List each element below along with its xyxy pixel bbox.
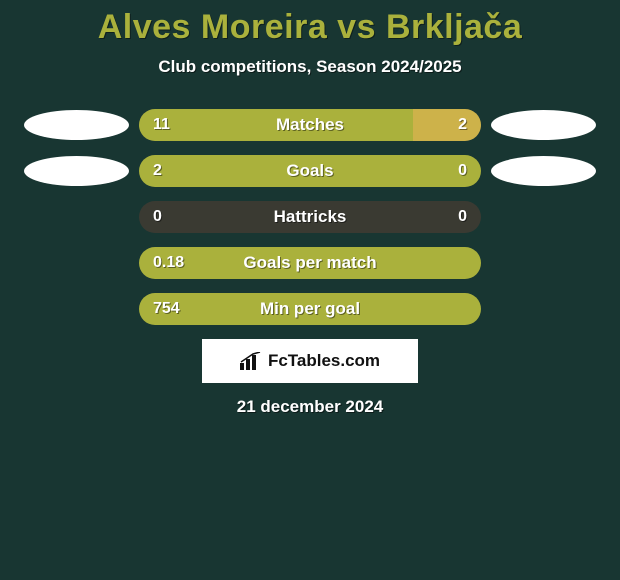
comparison-row: 2Goals0: [0, 155, 620, 187]
bar-right-segment: [413, 109, 481, 141]
left-club-badge: [24, 110, 129, 140]
page-title: Alves Moreira vs Brkljača: [0, 8, 620, 47]
comparison-row: 0Hattricks0: [0, 201, 620, 233]
comparison-row: 754Min per goal: [0, 293, 620, 325]
brand-text: FcTables.com: [268, 351, 380, 371]
comparison-bar: 0.18Goals per match: [139, 247, 481, 279]
brand-badge: FcTables.com: [202, 339, 418, 383]
bar-left-segment: [139, 247, 481, 279]
date-label: 21 december 2024: [0, 397, 620, 417]
comparison-row: 11Matches2: [0, 109, 620, 141]
comparison-bar: 11Matches2: [139, 109, 481, 141]
left-club-badge: [24, 156, 129, 186]
comparison-rows: 11Matches2 2Goals0 0Hattricks0 0.18Goals pe…: [0, 109, 620, 325]
club-ellipse-icon: [491, 156, 596, 186]
bar-left-segment: [139, 155, 481, 187]
right-club-badge: [491, 110, 596, 140]
comparison-bar: 754Min per goal: [139, 293, 481, 325]
bar-left-segment: [139, 293, 481, 325]
club-ellipse-icon: [24, 110, 129, 140]
club-ellipse-icon: [491, 110, 596, 140]
bar-left-segment: [139, 109, 413, 141]
comparison-bar: 2Goals0: [139, 155, 481, 187]
bar-neutral-segment: [139, 201, 481, 233]
comparison-infographic: Alves Moreira vs Brkljača Club competiti…: [0, 0, 620, 417]
bars-icon: [240, 352, 262, 370]
comparison-row: 0.18Goals per match: [0, 247, 620, 279]
club-ellipse-icon: [24, 156, 129, 186]
comparison-bar: 0Hattricks0: [139, 201, 481, 233]
subtitle: Club competitions, Season 2024/2025: [0, 57, 620, 77]
right-club-badge: [491, 156, 596, 186]
